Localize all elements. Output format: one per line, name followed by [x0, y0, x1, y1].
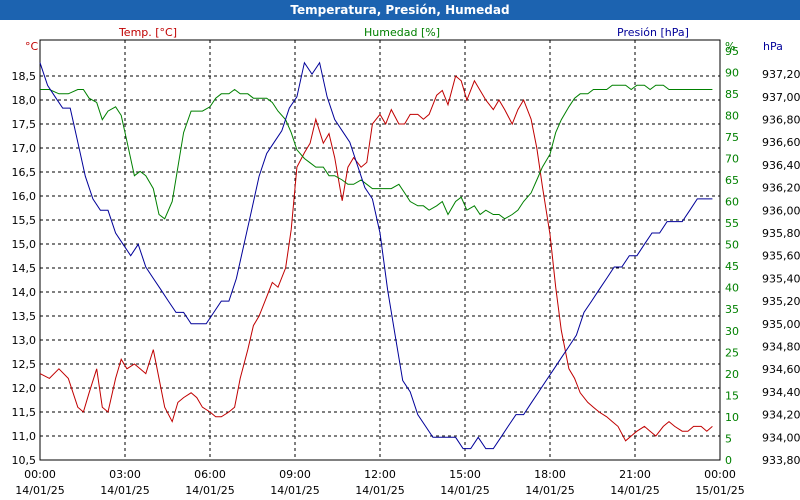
temperature-tick-label: 13,5 [12, 310, 37, 323]
pressure-tick-label: 936,80 [762, 113, 800, 126]
temperature-tick-label: 11,5 [12, 406, 37, 419]
pressure-tick-label: 936,40 [762, 159, 800, 172]
pressure-unit-label: hPa [763, 40, 783, 53]
temperature-tick-label: 16,0 [12, 190, 37, 203]
grid [39, 39, 721, 461]
humidity-tick-label: 75 [725, 131, 739, 144]
humidity-tick-label: 60 [725, 196, 739, 209]
series-lines [39, 61, 713, 450]
humidity-unit-label: % [725, 40, 735, 53]
pressure-tick-label: 935,80 [762, 227, 800, 240]
axes: 00:00 14/01/25 03:00 14/01/25 06:00 14/01/25 0… [12, 26, 800, 497]
x-tick-time: 12:00 [364, 468, 396, 481]
temperature-tick-label: 18,5 [12, 70, 37, 83]
humidity-tick-label: 25 [725, 346, 739, 359]
humidity-tick-label: 95 [725, 45, 739, 58]
x-tick-time: 00:00 [704, 468, 736, 481]
x-tick-date: 14/01/25 [440, 484, 489, 497]
temperature-tick-label: 16,5 [12, 166, 37, 179]
pressure-tick-label: 936,20 [762, 182, 800, 195]
x-tick-date: 14/01/25 [100, 484, 149, 497]
temperature-unit-label: °C [25, 40, 39, 53]
pressure-tick-label: 936,60 [762, 136, 800, 149]
temperature-tick-label: 17,0 [12, 142, 37, 155]
temperature-tick-label: 12,5 [12, 358, 37, 371]
temperature-tick-label: 10,5 [12, 454, 37, 467]
pressure-tick-label: 936,00 [762, 204, 800, 217]
humidity-tick-label: 55 [725, 217, 739, 230]
humidity-axis-title: Humedad [%] [364, 26, 440, 39]
x-tick-time: 06:00 [194, 468, 226, 481]
pressure-series-line [39, 61, 713, 450]
pressure-axis-title: Presión [hPa] [617, 26, 689, 39]
humidity-tick-label: 15 [725, 389, 739, 402]
pressure-tick-label: 937,20 [762, 68, 800, 81]
humidity-tick-label: 90 [725, 66, 739, 79]
humidity-tick-label: 40 [725, 282, 739, 295]
temperature-tick-label: 15,0 [12, 238, 37, 251]
humidity-tick-label: 20 [725, 368, 739, 381]
temperature-tick-label: 14,5 [12, 262, 37, 275]
x-tick-date: 14/01/25 [610, 484, 659, 497]
humidity-tick-label: 70 [725, 152, 739, 165]
x-tick-time: 18:00 [534, 468, 566, 481]
x-tick-time: 09:00 [279, 468, 311, 481]
pressure-tick-label: 934,20 [762, 409, 800, 422]
humidity-tick-label: 0 [725, 454, 732, 467]
humidity-tick-label: 50 [725, 239, 739, 252]
pressure-tick-label: 935,00 [762, 318, 800, 331]
x-tick-date: 14/01/25 [185, 484, 234, 497]
temperature-tick-label: 15,5 [12, 214, 37, 227]
temperature-tick-label: 17,5 [12, 118, 37, 131]
temperature-tick-label: 12,0 [12, 382, 37, 395]
pressure-tick-label: 933,80 [762, 454, 800, 467]
pressure-tick-label: 935,40 [762, 272, 800, 285]
x-tick-date: 14/01/25 [15, 484, 64, 497]
pressure-tick-label: 934,80 [762, 340, 800, 353]
x-tick-date: 14/01/25 [525, 484, 574, 497]
pressure-tick-label: 937,00 [762, 91, 800, 104]
humidity-tick-label: 10 [725, 411, 739, 424]
pressure-tick-label: 934,40 [762, 386, 800, 399]
pressure-tick-label: 934,60 [762, 363, 800, 376]
x-tick-time: 00:00 [24, 468, 56, 481]
humidity-tick-label: 65 [725, 174, 739, 187]
humidity-tick-label: 35 [725, 303, 739, 316]
temperature-series-line [39, 75, 713, 442]
humidity-tick-label: 80 [725, 109, 739, 122]
humidity-tick-label: 45 [725, 260, 739, 273]
humidity-tick-label: 85 [725, 88, 739, 101]
humidity-series-line [40, 84, 713, 220]
x-tick-date: 15/01/25 [695, 484, 744, 497]
x-tick-time: 03:00 [109, 468, 141, 481]
x-tick-date: 14/01/25 [270, 484, 319, 497]
temperature-tick-label: 18,0 [12, 94, 37, 107]
temperature-tick-label: 11,0 [12, 430, 37, 443]
temperature-tick-label: 13,0 [12, 334, 37, 347]
window-title: Temperatura, Presión, Humedad [0, 0, 800, 20]
temperature-axis-title: Temp. [°C] [118, 26, 177, 39]
pressure-tick-label: 934,00 [762, 431, 800, 444]
humidity-tick-label: 5 [725, 432, 732, 445]
temperature-tick-label: 14,0 [12, 286, 37, 299]
pressure-tick-label: 935,60 [762, 250, 800, 263]
x-tick-date: 14/01/25 [355, 484, 404, 497]
humidity-tick-label: 30 [725, 325, 739, 338]
x-tick-time: 21:00 [619, 468, 651, 481]
x-tick-time: 15:00 [449, 468, 481, 481]
pressure-tick-label: 935,20 [762, 295, 800, 308]
